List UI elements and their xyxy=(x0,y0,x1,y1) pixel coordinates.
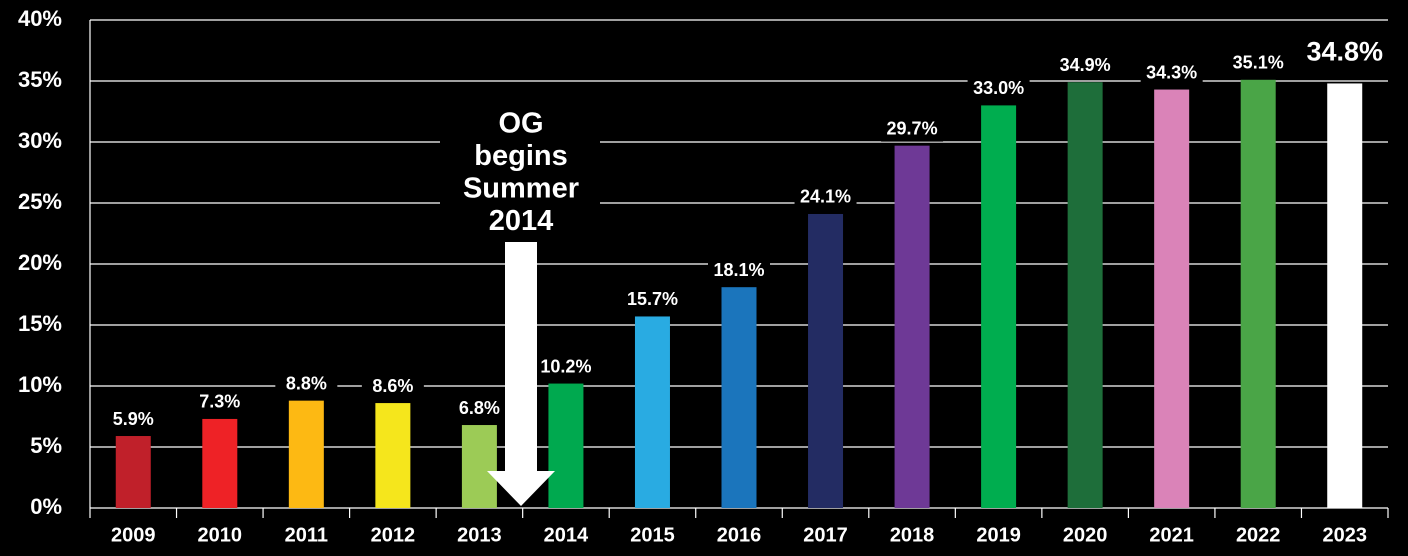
value-label: 34.8% xyxy=(1306,37,1383,67)
value-label: 10.2% xyxy=(540,356,591,376)
x-tick-label: 2017 xyxy=(803,524,848,546)
bar xyxy=(461,425,497,508)
x-tick-label: 2020 xyxy=(1063,524,1108,546)
y-tick-label: 30% xyxy=(18,128,62,153)
bar xyxy=(115,436,151,508)
value-label: 7.3% xyxy=(199,392,240,412)
value-label: 8.6% xyxy=(372,376,413,396)
bar xyxy=(721,287,757,508)
x-tick-label: 2023 xyxy=(1322,524,1367,546)
bar xyxy=(1327,83,1363,508)
value-label: 29.7% xyxy=(887,118,938,138)
value-label-bg xyxy=(621,288,684,313)
x-tick-label: 2019 xyxy=(976,524,1021,546)
value-label-bg xyxy=(881,117,944,142)
bar xyxy=(375,403,411,508)
y-tick-label: 0% xyxy=(30,494,62,519)
value-label-bg xyxy=(1296,36,1393,71)
value-label-bg xyxy=(708,259,770,284)
value-label-bg xyxy=(1227,51,1290,76)
x-tick-label: 2009 xyxy=(111,524,156,546)
annotation-bg xyxy=(440,104,600,240)
bar xyxy=(202,418,238,508)
value-label: 5.9% xyxy=(113,409,154,429)
x-tick-label: 2015 xyxy=(630,524,675,546)
value-label-bg xyxy=(361,375,424,400)
y-tick-label: 10% xyxy=(18,372,62,397)
x-tick-label: 2021 xyxy=(1149,524,1194,546)
value-label: 24.1% xyxy=(800,187,851,207)
arrow xyxy=(487,242,555,506)
x-tick-label: 2011 xyxy=(285,524,328,546)
bar xyxy=(634,316,670,508)
y-tick-label: 25% xyxy=(18,189,62,214)
value-label: 35.1% xyxy=(1233,53,1284,73)
value-label: 34.3% xyxy=(1146,62,1197,82)
value-label-bg xyxy=(1140,61,1203,86)
arrow-shaft xyxy=(505,242,537,472)
value-label-bg xyxy=(275,372,338,397)
y-tick-label: 15% xyxy=(18,311,62,336)
annotation-text: 2014 xyxy=(489,205,554,237)
y-tick-label: 5% xyxy=(30,433,62,458)
y-tick-label: 20% xyxy=(18,250,62,275)
y-tick-label: 35% xyxy=(18,67,62,92)
annotation-text: Summer xyxy=(463,173,579,205)
bar xyxy=(1154,89,1190,508)
x-tick-label: 2013 xyxy=(457,524,502,546)
value-label-bg xyxy=(102,408,165,433)
label-layer: 0% 5% 10% 15% 20% 25% 30% 35% 40% 2009 5.9% 2010 7.3… xyxy=(18,6,1393,546)
annotation-text: begins xyxy=(474,140,567,172)
arrow-head xyxy=(487,471,555,506)
bar xyxy=(981,105,1017,509)
value-label-bg xyxy=(534,355,597,380)
bar xyxy=(548,383,584,508)
x-tick-label: 2018 xyxy=(890,524,935,546)
value-label-bg xyxy=(1054,54,1117,79)
value-label-bg xyxy=(448,397,511,422)
y-tick-label: 40% xyxy=(18,6,62,31)
bar xyxy=(1240,79,1276,508)
value-label-bg xyxy=(188,390,251,415)
annotation-text: OG xyxy=(498,108,543,140)
x-tick-label: 2012 xyxy=(371,524,416,546)
bar xyxy=(894,145,930,508)
bar xyxy=(808,213,844,509)
value-label: 18.1% xyxy=(713,260,764,280)
value-label: 8.8% xyxy=(286,373,327,393)
value-label: 6.8% xyxy=(459,398,500,418)
bar xyxy=(1067,82,1103,508)
x-tick-label: 2022 xyxy=(1236,524,1281,546)
value-label: 33.0% xyxy=(973,78,1024,98)
value-label: 15.7% xyxy=(627,289,678,309)
x-tick-label: 2014 xyxy=(544,524,589,546)
value-label: 34.9% xyxy=(1060,55,1111,75)
bar-layer xyxy=(115,79,1363,509)
value-label-bg xyxy=(967,77,1030,102)
value-label-bg xyxy=(794,185,857,210)
bar xyxy=(288,400,324,508)
x-tick-label: 2016 xyxy=(717,524,762,546)
x-tick-label: 2010 xyxy=(198,524,243,546)
